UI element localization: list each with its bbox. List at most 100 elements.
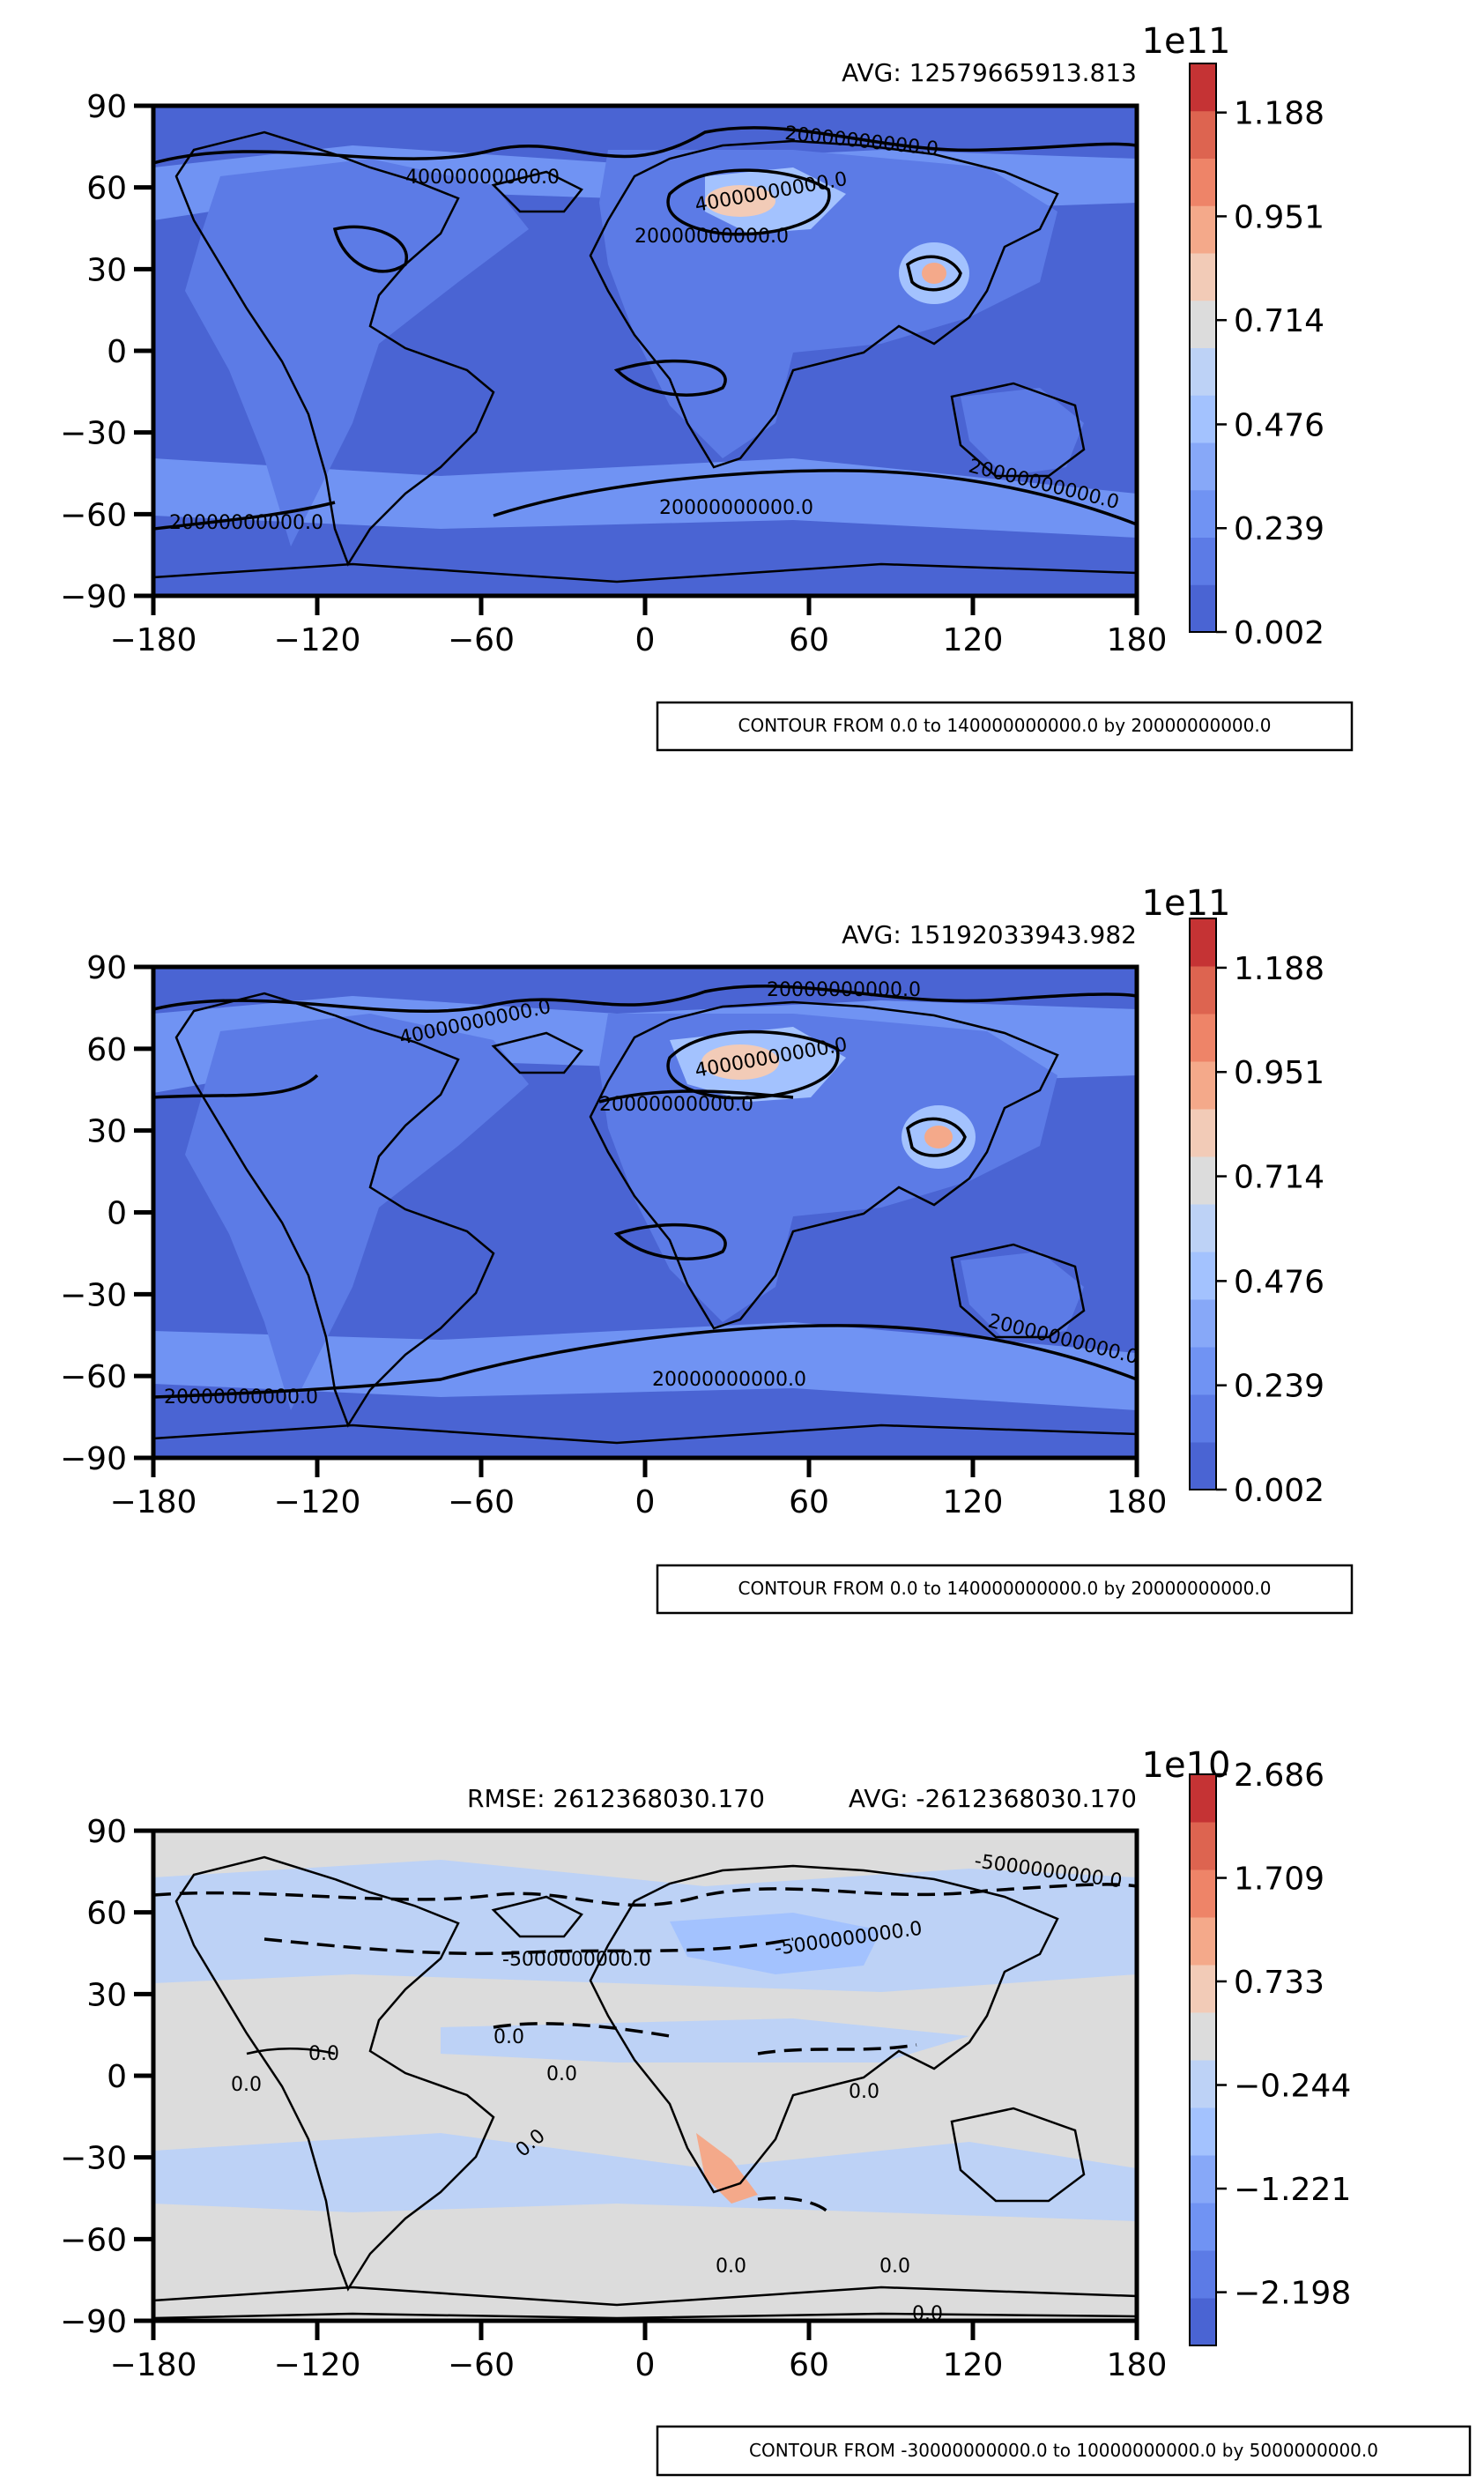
y-tick-label: −90 [60, 579, 127, 615]
colorbar-segment [1190, 489, 1216, 538]
contour-label-3d: 0.0 [493, 2026, 524, 2048]
colorbar-tick-label: 0.476 [1234, 1264, 1324, 1300]
x-tick-label: 180 [1107, 622, 1168, 658]
colorbar-tick-label: 0.733 [1234, 1965, 1324, 2001]
y-tick-label: 0 [107, 1196, 127, 1232]
panel-3: −180 −120 −60 0 60 120 180 90 60 30 0 −30 −60 −90 RM… [60, 1745, 1472, 2477]
x-tick-label: −60 [448, 2347, 515, 2383]
x-tick-label: −120 [274, 622, 361, 658]
avg-stat-2: AVG: 15192033943.982 [842, 920, 1137, 949]
colorbar-segment [1190, 1869, 1216, 1918]
caption-box-3 [656, 2425, 1472, 2477]
positive-anomaly [696, 2133, 758, 2204]
panel-1: −180 −120 −60 0 60 120 180 90 60 30 0 −30 −60 −90 AV… [60, 21, 1354, 752]
australia-fill [961, 1252, 1084, 1340]
colorbar-segment [1190, 442, 1216, 491]
colorbar-segment [1190, 1347, 1216, 1395]
contour-label-3k: 0.0 [879, 2256, 910, 2278]
contour-label-1e: 40000000000.0 [405, 167, 560, 189]
x-tick-label: −180 [110, 1484, 197, 1520]
y-tick-label: 0 [107, 334, 127, 370]
x-tick-label: −180 [110, 622, 197, 658]
y-ticks-3: 90 60 30 0 −30 −60 −90 [60, 1814, 153, 2340]
north-negative-band [153, 1860, 1137, 1992]
y-tick-label: 30 [86, 1114, 127, 1150]
x-tick-label: 60 [789, 1484, 829, 1520]
colorbar-segment [1190, 1014, 1216, 1062]
y-tick-label: 60 [86, 1896, 127, 1932]
colorbar-segment [1190, 1061, 1216, 1110]
contour-label-3l: 0.0 [912, 2303, 943, 2325]
colorbar-segment [1190, 537, 1216, 585]
x-ticks-2: −180 −120 −60 0 60 120 180 [110, 1458, 1168, 1520]
colorbar-tick-label: 1.188 [1234, 951, 1324, 987]
y-tick-label: 0 [107, 2059, 127, 2095]
coastlines-2 [153, 992, 1137, 1445]
colorbar-segment [1190, 2203, 1216, 2251]
colorbar-frame [1189, 63, 1217, 633]
colorbar-tick-label: 0.476 [1234, 407, 1324, 443]
colorbar-tick-label: 0.714 [1234, 1160, 1324, 1196]
y-tick-label: 60 [86, 1032, 127, 1068]
x-ticks-3: −180 −120 −60 0 60 120 180 [110, 2321, 1168, 2383]
x-tick-label: 120 [943, 622, 1004, 658]
colorbar-segment [1190, 2298, 1216, 2346]
y-tick-label: 30 [86, 1977, 127, 2013]
dashed-contours-3 [153, 1883, 1137, 2214]
southern-band [153, 1322, 1137, 1410]
contour-label-2d: 20000000000.0 [767, 979, 921, 1001]
contours-2 [153, 985, 1137, 1399]
colorbar-exponent-3: 1e10 [1142, 1745, 1231, 1786]
colorbar-tick-label: 0.951 [1234, 1055, 1324, 1091]
x-tick-label: 60 [789, 2347, 829, 2383]
colorbar-segment [1190, 347, 1216, 396]
colorbar-segment [1190, 253, 1216, 301]
colorbar-segment [1190, 1822, 1216, 1870]
colorbar-2: 1.188 0.951 0.714 0.476 0.239 0.002 [1189, 918, 1324, 1509]
caption-box-2 [656, 1564, 1354, 1615]
contours-1 [153, 126, 1137, 531]
south-negative-band [153, 2133, 1137, 2221]
colorbar-tick-label: 0.239 [1234, 1369, 1324, 1405]
x-tick-label: 0 [635, 1484, 656, 1520]
colorbar-tick-label: 0.239 [1234, 511, 1324, 547]
colorbar-frame [1189, 918, 1217, 1490]
americas-fill [185, 159, 529, 546]
colorbar-exponent-2: 1e11 [1142, 883, 1231, 924]
colorbar-frame [1189, 1773, 1217, 2346]
contour-label-2g: 20000000000.0 [599, 1094, 753, 1116]
x-tick-label: −60 [448, 622, 515, 658]
colorbar-segment [1190, 2012, 1216, 2061]
x-tick-label: 180 [1107, 1484, 1168, 1520]
colorbar-segment [1190, 2250, 1216, 2299]
colorbar-segment [1190, 918, 1216, 967]
colorbar-tick-label: −0.244 [1234, 2069, 1351, 2105]
y-tick-label: −90 [60, 1441, 127, 1477]
colorbar-segment [1190, 584, 1216, 633]
y-tick-label: 90 [86, 89, 127, 125]
colorbar-segment [1190, 1299, 1216, 1348]
colorbar-segment [1190, 2107, 1216, 2156]
x-tick-label: 60 [789, 622, 829, 658]
colorbar-tick-label: 2.686 [1234, 1758, 1324, 1794]
hotspot-eurasia [705, 185, 775, 217]
y-tick-label: 30 [86, 252, 127, 288]
y-ticks-2: 90 60 30 0 −30 −60 −90 [60, 950, 153, 1477]
colorbar-segment [1190, 1156, 1216, 1205]
americas-fill [185, 1014, 529, 1410]
colorbar-tick-label: 0.002 [1234, 1473, 1324, 1509]
x-tick-label: 0 [635, 622, 656, 658]
x-tick-label: −180 [110, 2347, 197, 2383]
hotspot-eurasia [701, 1044, 779, 1080]
colorbar-segment [1190, 110, 1216, 159]
contour-label-1b: 20000000000.0 [659, 497, 813, 519]
colorbar-segment [1190, 1204, 1216, 1252]
colorbar-segment [1190, 2155, 1216, 2204]
map-1 [153, 106, 1137, 596]
x-tick-label: 120 [943, 1484, 1004, 1520]
eurasia-africa-fill [599, 150, 1057, 458]
y-tick-label: −60 [60, 2222, 127, 2258]
x-tick-label: −120 [274, 2347, 361, 2383]
caption-box-1 [656, 701, 1354, 752]
x-tick-label: 180 [1107, 2347, 1168, 2383]
